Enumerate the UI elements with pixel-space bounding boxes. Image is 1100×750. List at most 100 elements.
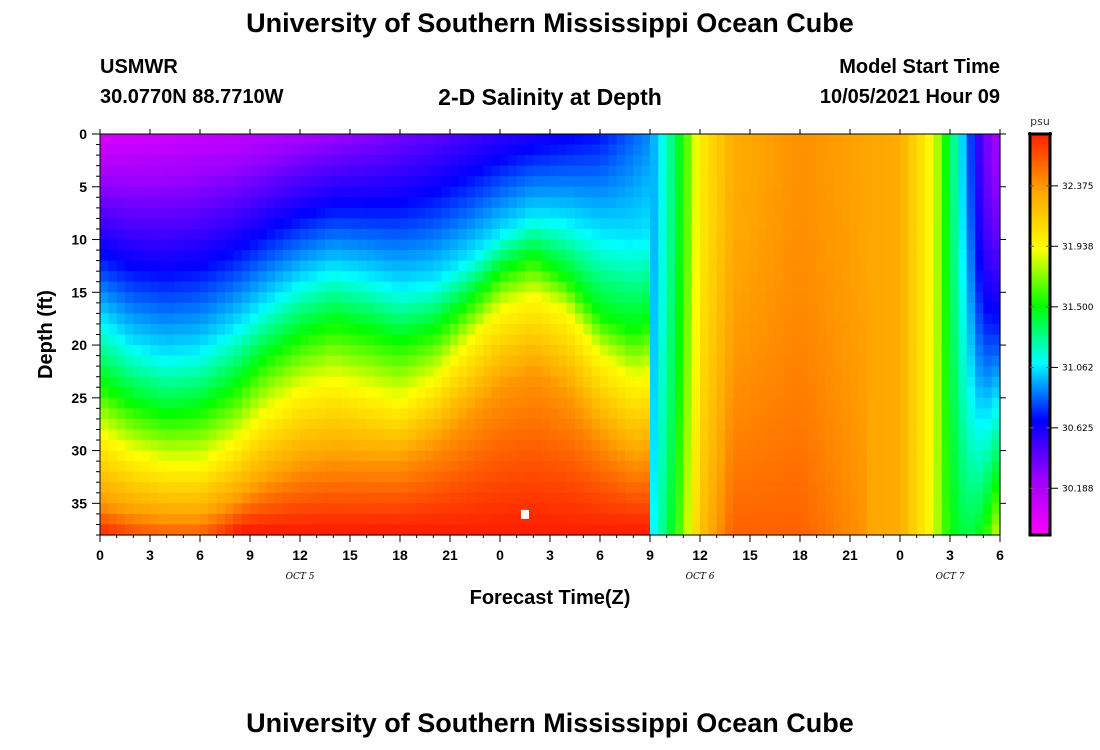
heatmap-cell <box>458 482 468 494</box>
heatmap-cell <box>633 440 643 452</box>
heatmap-cell <box>816 186 826 198</box>
heatmap-cell <box>500 239 509 251</box>
heatmap-cell <box>216 461 226 473</box>
heatmap-cell <box>925 408 934 420</box>
heatmap-cell <box>225 366 234 378</box>
heatmap-cell <box>225 155 234 167</box>
heatmap-cell <box>408 513 418 526</box>
heatmap-cell <box>150 271 159 283</box>
heatmap-cell <box>958 323 968 336</box>
heatmap-cell <box>550 461 559 473</box>
heatmap-cell <box>700 387 709 399</box>
heatmap-cell <box>100 250 109 262</box>
heatmap-cell <box>583 323 593 336</box>
heatmap-cell <box>408 134 418 146</box>
heatmap-cell <box>808 250 818 262</box>
heatmap-cell <box>400 429 409 441</box>
heatmap-cell <box>466 503 476 515</box>
heatmap-cell <box>275 323 284 336</box>
heatmap-cell <box>308 186 318 198</box>
heatmap-cell <box>241 397 251 409</box>
x-date-label: OCT 5 <box>286 572 315 582</box>
heatmap-cell <box>941 313 951 325</box>
heatmap-cell <box>208 271 218 283</box>
colorbar-tick-label: 32.375 <box>1062 182 1094 192</box>
heatmap-cell <box>925 250 934 262</box>
heatmap-cell <box>116 450 126 462</box>
heatmap-cell <box>825 524 834 536</box>
heatmap-cell <box>150 323 159 336</box>
heatmap-cell <box>125 524 134 536</box>
heatmap-cell <box>975 228 984 241</box>
heatmap-cell <box>150 218 159 230</box>
heatmap-cell <box>308 450 318 462</box>
heatmap-cell <box>675 271 684 283</box>
heatmap-cell <box>141 366 151 378</box>
heatmap-cell <box>641 197 651 209</box>
heatmap-cell <box>891 387 901 399</box>
heatmap-cell <box>991 471 1001 483</box>
heatmap-cell <box>966 334 976 346</box>
heatmap-cell <box>750 281 759 293</box>
heatmap-cell <box>500 440 509 452</box>
heatmap-cell <box>933 355 943 367</box>
x-tick-label: 6 <box>596 547 604 563</box>
heatmap-cell <box>525 450 534 462</box>
heatmap-cell <box>366 260 376 272</box>
heatmap-cell <box>100 524 109 536</box>
heatmap-cell <box>208 197 218 209</box>
heatmap-cell <box>100 207 109 220</box>
heatmap-cell <box>458 228 468 241</box>
heatmap-cell <box>808 228 818 241</box>
heatmap-cell <box>641 271 651 283</box>
heatmap-cell <box>908 260 918 272</box>
heatmap-cell <box>383 302 393 314</box>
heatmap-cell <box>583 503 593 515</box>
heatmap-cell <box>250 440 259 452</box>
heatmap-cell <box>850 186 859 198</box>
heatmap-cell <box>175 366 184 378</box>
heatmap-cell <box>325 345 334 357</box>
heatmap-cell <box>716 144 726 156</box>
heatmap-cell <box>466 471 476 483</box>
heatmap-cell <box>508 207 518 220</box>
heatmap-cell <box>408 376 418 388</box>
x-date-label: OCT 6 <box>686 572 715 582</box>
heatmap-cell <box>966 292 976 304</box>
heatmap-cell <box>175 408 184 420</box>
heatmap-cell <box>941 218 951 230</box>
heatmap-cell <box>325 366 334 378</box>
heatmap-cell <box>433 418 443 431</box>
heatmap-cell <box>408 144 418 156</box>
heatmap-cell <box>941 524 951 536</box>
heatmap-cell <box>791 155 801 167</box>
heatmap-cell <box>808 281 818 293</box>
heatmap-cell <box>425 292 434 304</box>
heatmap-cell <box>575 334 584 346</box>
heatmap-cell <box>550 218 559 230</box>
heatmap-cell <box>816 165 826 177</box>
heatmap-cell <box>858 376 868 388</box>
heatmap-cell <box>900 366 909 378</box>
heatmap-cell <box>491 418 501 431</box>
heatmap-cell <box>308 281 318 293</box>
heatmap-cell <box>866 471 876 483</box>
heatmap-cell <box>108 513 118 526</box>
heatmap-cell <box>250 418 259 431</box>
heatmap-cell <box>558 134 568 146</box>
heatmap-cell <box>975 176 984 188</box>
heatmap-cell <box>925 239 934 251</box>
heatmap-cell <box>300 197 309 209</box>
heatmap-cell <box>833 429 843 441</box>
heatmap-cell <box>533 313 543 325</box>
heatmap-cell <box>608 144 618 156</box>
heatmap-cell <box>458 440 468 452</box>
heatmap-cell <box>450 355 459 367</box>
heatmap-cell <box>500 334 509 346</box>
heatmap-cell <box>166 260 176 272</box>
heatmap-cell <box>833 155 843 167</box>
heatmap-cell <box>808 176 818 188</box>
heatmap-cell <box>458 429 468 441</box>
heatmap-cell <box>225 207 234 220</box>
heatmap-cell <box>700 345 709 357</box>
